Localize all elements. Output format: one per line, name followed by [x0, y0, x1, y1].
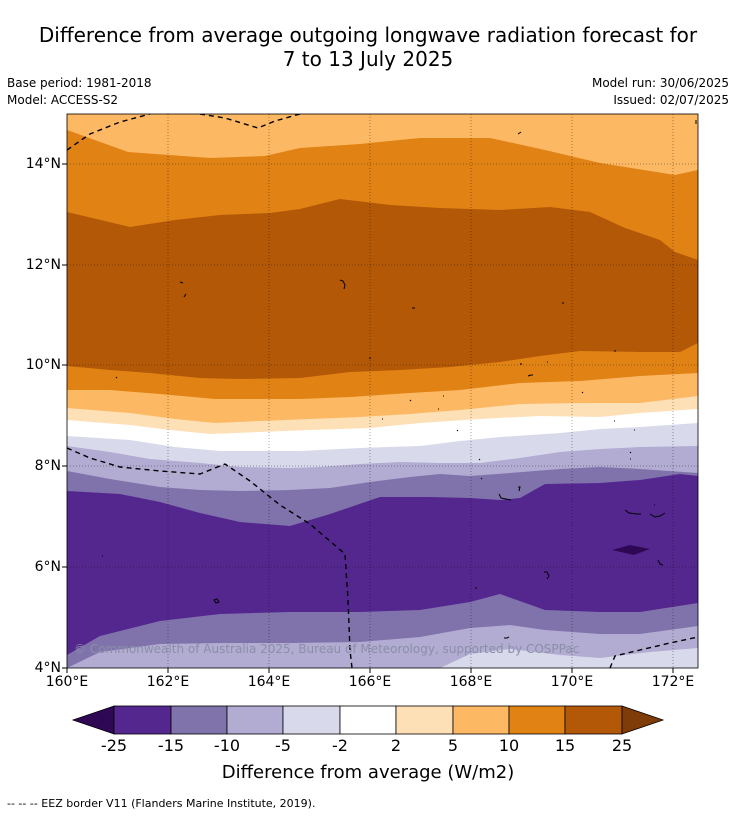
colorbar-segment-7	[452, 705, 510, 735]
colorbar-tick-label: 5	[447, 736, 459, 755]
contour-field	[67, 114, 698, 668]
map-frame	[66, 113, 699, 669]
map-title-line-2: 7 to 13 July 2025	[282, 47, 454, 71]
contour-band-15-25	[67, 199, 698, 379]
lon-label-172e: 172°E	[651, 674, 695, 690]
colorbar-tick-label: -5	[275, 736, 291, 755]
lon-label-166e: 166°E	[348, 674, 392, 690]
axis-ticks	[62, 163, 674, 673]
colorbar-tick-label: 25	[611, 736, 633, 755]
colorbar-tick-label: -10	[213, 736, 241, 755]
model-label: Model: ACCESS-S2	[7, 93, 119, 107]
colorbar-segment-2	[170, 705, 228, 735]
model-run-label: Model run: 30/06/2025	[591, 76, 729, 90]
contour-band-below-minus25	[612, 545, 650, 555]
colorbar-tick-label: 15	[554, 736, 576, 755]
map-gridlines	[67, 114, 698, 668]
contour-band-minus5-minus2-south	[440, 648, 698, 668]
colorbar-tick-label: -25	[100, 736, 128, 755]
colorbar-tick-label: 10	[498, 736, 520, 755]
colorbar-segment-5	[339, 705, 397, 735]
lat-label-10n: 10°N	[25, 357, 61, 373]
lat-label-6n: 6°N	[34, 559, 61, 575]
lat-label-4n: 4°N	[34, 660, 61, 676]
colorbar-extend-high	[621, 705, 665, 735]
colorbar-segment-1	[113, 705, 172, 735]
copyright-watermark: © Commonwealth of Australia 2025, Bureau…	[74, 642, 580, 656]
colorbar-segment-6	[395, 705, 454, 735]
eez-border	[67, 114, 698, 668]
lon-label-160e: 160°E	[45, 674, 89, 690]
base-period-label: Base period: 1981-2018	[7, 76, 152, 90]
lon-label-168e: 168°E	[449, 674, 493, 690]
colorbar	[71, 705, 665, 735]
lon-label-170e: 170°E	[550, 674, 594, 690]
colorbar-extend-low	[71, 705, 115, 735]
lat-label-8n: 8°N	[34, 458, 61, 474]
issued-label: Issued: 02/07/2025	[613, 93, 729, 107]
colorbar-segment-3	[226, 705, 284, 735]
colorbar-segment-8	[508, 705, 566, 735]
colorbar-tick-label: 2	[390, 736, 402, 755]
colorbar-segment-4	[282, 705, 341, 735]
colorbar-tick-label: -2	[332, 736, 348, 755]
map-title-line-1: Difference from average outgoing longwav…	[38, 23, 698, 47]
lon-label-162e: 162°E	[146, 674, 190, 690]
colorbar-segment-9	[564, 705, 623, 735]
island-outlines	[102, 120, 697, 639]
lat-label-14n: 14°N	[25, 156, 61, 172]
lon-label-164e: 164°E	[247, 674, 291, 690]
lat-label-12n: 12°N	[25, 257, 61, 273]
colorbar-tick-label: -15	[157, 736, 185, 755]
colorbar-title: Difference from average (W/m2)	[221, 762, 515, 783]
eez-legend-note: -- -- -- EEZ border V11 (Flanders Marine…	[7, 797, 316, 810]
